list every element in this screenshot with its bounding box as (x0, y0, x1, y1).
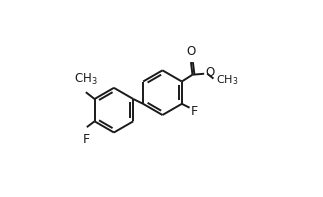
Text: F: F (191, 105, 198, 118)
Text: CH$_3$: CH$_3$ (216, 74, 238, 87)
Text: O: O (186, 45, 196, 58)
Text: O: O (205, 66, 214, 79)
Text: F: F (82, 133, 89, 146)
Text: CH$_3$: CH$_3$ (74, 72, 97, 87)
